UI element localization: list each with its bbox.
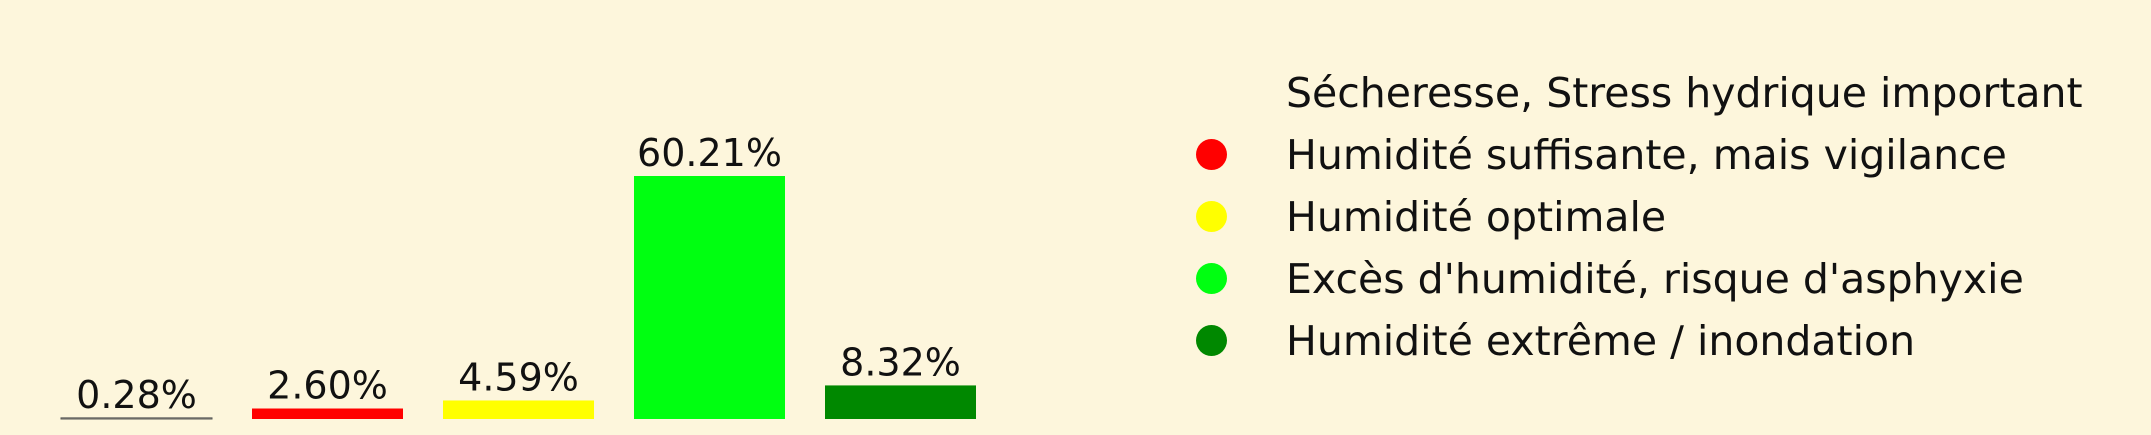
legend-marker (1196, 139, 1227, 170)
legend-label: Sécheresse, Stress hydrique important (1286, 69, 2083, 117)
legend-label: Humidité suffisante, mais vigilance (1286, 131, 2007, 179)
legend-marker (1196, 325, 1227, 356)
bar-3 (634, 176, 785, 419)
legend-label: Humidité extrême / inondation (1286, 317, 1916, 365)
legend-marker (1196, 263, 1227, 294)
bars-group (60, 176, 976, 420)
value-labels-group: 0.28% 2.60% 4.59% 60.21% 8.32% (76, 131, 961, 417)
legend-label: Humidité optimale (1286, 193, 1667, 241)
bar-chart: 0.28% 2.60% 4.59% 60.21% 8.32% (60, 131, 976, 420)
bar-0 (60, 417, 213, 420)
bar-value-label-3: 60.21% (637, 131, 782, 175)
bar-value-label-4: 8.32% (840, 340, 961, 384)
bar-value-label-0: 0.28% (76, 373, 197, 417)
bar-value-label-1: 2.60% (267, 364, 388, 408)
bar-1 (252, 408, 403, 419)
bar-4 (825, 385, 976, 419)
bar-2 (443, 400, 594, 419)
legend-marker (1196, 77, 1227, 108)
legend-marker (1196, 201, 1227, 232)
bar-value-label-2: 4.59% (458, 355, 579, 399)
legend-label: Excès d'humidité, risque d'asphyxie (1286, 255, 2024, 303)
